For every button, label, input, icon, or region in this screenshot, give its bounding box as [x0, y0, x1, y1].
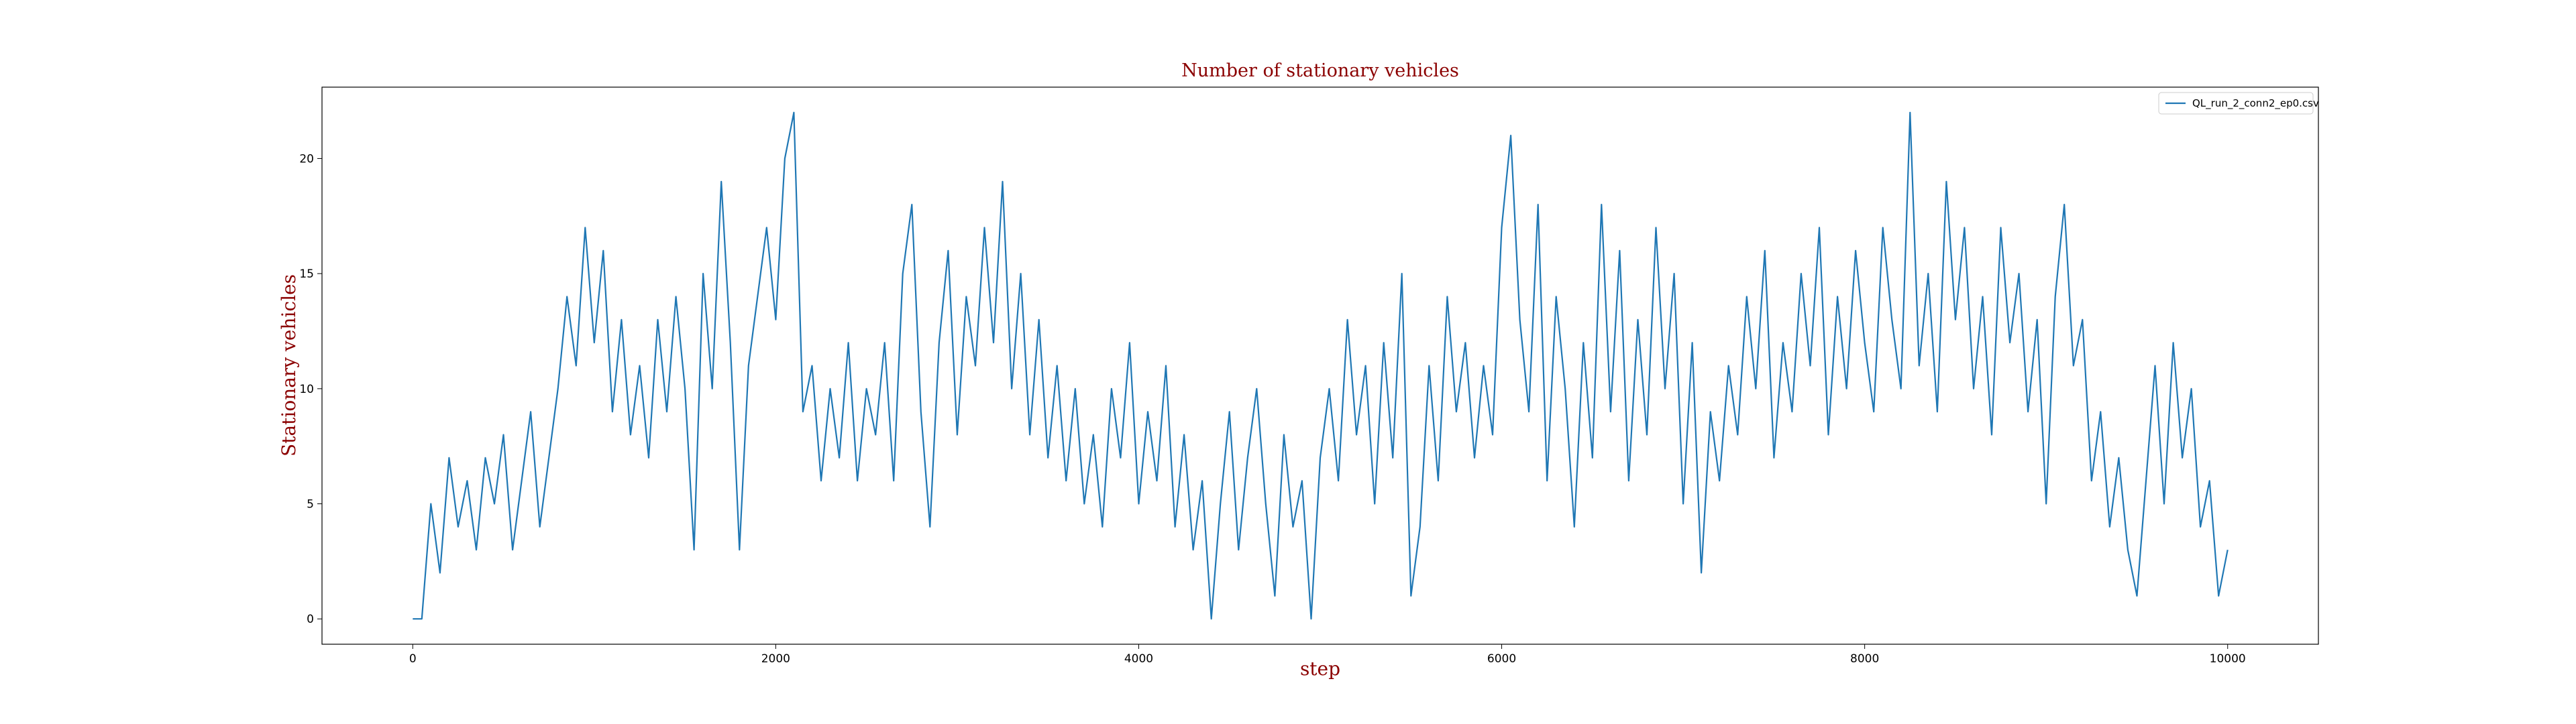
y-tick-label: 10 — [299, 383, 314, 396]
x-tick-label: 0 — [409, 652, 417, 666]
x-tick-label: 4000 — [1124, 652, 1153, 666]
y-tick-label: 15 — [299, 267, 314, 281]
x-axis-label: step — [1300, 658, 1340, 680]
y-tick-label: 0 — [307, 613, 314, 626]
legend-box — [2158, 92, 2314, 115]
legend-label: QL_run_2_conn2_ep0.csv — [2192, 97, 2319, 110]
chart-title: Number of stationary vehicles — [1181, 60, 1459, 81]
y-axis-label: Stationary vehicles — [278, 274, 300, 457]
x-tick-label: 10000 — [2210, 652, 2246, 666]
y-tick-label: 20 — [299, 152, 314, 166]
x-tick-label: 2000 — [761, 652, 790, 666]
y-tick-label: 5 — [307, 498, 314, 511]
data-line — [413, 111, 2229, 620]
plot-frame — [321, 86, 2319, 645]
x-tick-label: 8000 — [1850, 652, 1879, 666]
x-tick-label: 6000 — [1487, 652, 1516, 666]
